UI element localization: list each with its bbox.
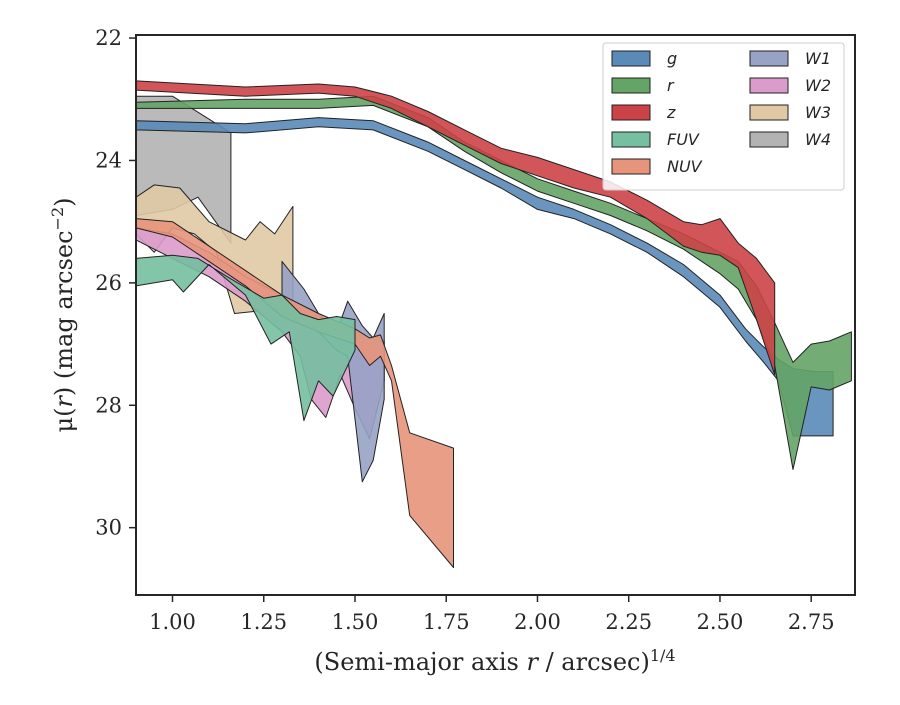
legend-label-w2: W2 <box>805 76 831 95</box>
y-tick-label: 26 <box>95 271 122 295</box>
legend-swatch-w4 <box>749 131 789 148</box>
x-tick-label: 1.00 <box>149 610 196 634</box>
series-layer <box>136 80 852 568</box>
x-tick-label: 2.50 <box>697 610 744 634</box>
series-band-g <box>136 117 834 437</box>
x-tick-label: 2.00 <box>514 610 561 634</box>
legend-label-nuv: NUV <box>667 157 703 176</box>
legend-swatch-z <box>611 104 651 121</box>
legend: grz FUV NUV W1 W2 W3 W4 <box>602 42 845 191</box>
x-axis: 1.00 1.25 1.50 1.75 2.00 2.25 2.50 2.75 <box>149 595 835 634</box>
legend-label-w4: W4 <box>805 130 831 149</box>
x-axis-label: (Semi-major axis r / arcsec)1/4 <box>314 646 675 676</box>
y-tick-label: 22 <box>95 26 122 50</box>
legend-label-g: g <box>667 49 677 68</box>
legend-swatch-nuv <box>611 158 651 175</box>
legend-label-r: r <box>667 76 675 95</box>
x-tick-label: 2.75 <box>788 610 835 634</box>
x-tick-label: 1.25 <box>240 610 287 634</box>
y-axis-label: μ(r) (mag arcsec−2) <box>48 197 78 432</box>
x-tick-label: 1.75 <box>423 610 470 634</box>
legend-swatch-w2 <box>749 77 789 94</box>
series-band-fuv <box>136 254 356 422</box>
legend-swatch-r <box>611 77 651 94</box>
y-tick-label: 30 <box>95 516 122 540</box>
legend-label-w3: W3 <box>805 103 831 122</box>
x-tick-label: 2.25 <box>605 610 652 634</box>
legend-label-fuv: FUV <box>667 130 700 149</box>
series-band-z <box>136 80 776 376</box>
legend-swatch-w3 <box>749 104 789 121</box>
plot-frame <box>135 34 856 596</box>
y-tick-label: 24 <box>95 148 122 172</box>
legend-swatch-fuv <box>611 131 651 148</box>
y-axis: 22 24 26 28 30 <box>95 26 136 540</box>
legend-label-z: z <box>666 103 676 122</box>
legend-swatch-w1 <box>749 50 789 67</box>
series-band-r <box>136 95 852 470</box>
y-tick-label: 28 <box>95 393 122 417</box>
legend-label-w1: W1 <box>805 49 831 68</box>
legend-swatch-g <box>611 50 651 67</box>
x-tick-label: 1.50 <box>332 610 379 634</box>
